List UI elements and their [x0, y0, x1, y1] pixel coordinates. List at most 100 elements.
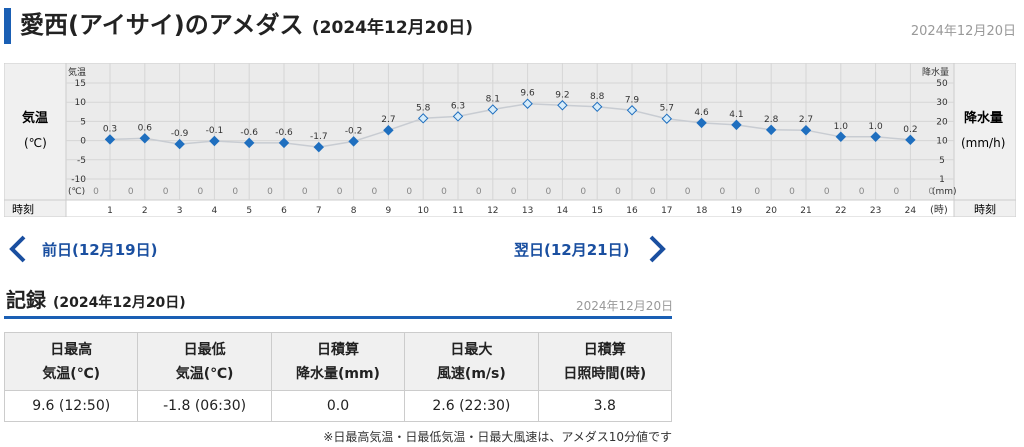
value-sunshine: 3.8	[537, 390, 673, 422]
precip-label: 0	[824, 187, 830, 197]
left-y-tick: 5	[80, 117, 86, 127]
temperature-data-label: 2.7	[799, 115, 813, 125]
chevron-left-icon	[9, 235, 26, 263]
record-table: 日最高 気温(℃) 日最低 気温(℃) 日積算 降水量(mm) 日最大 風速(m/s) …	[3, 332, 673, 422]
temperature-point	[870, 131, 881, 143]
precip-label: 0	[685, 187, 691, 197]
temperature-point	[348, 136, 359, 147]
x-tick-label: 19	[731, 206, 743, 216]
temperature-data-label: 5.7	[660, 104, 674, 114]
next-day-link[interactable]: 翌日(12月21日)	[514, 234, 669, 264]
precip-label: 0	[93, 187, 99, 197]
value-precip: 0.0	[270, 390, 406, 422]
prev-day-label: 前日(12月19日)	[42, 240, 158, 259]
temperature-data-label: 9.2	[555, 90, 569, 100]
record-title-text: 記録	[6, 288, 46, 312]
x-tick-label: 6	[281, 206, 287, 216]
precip-label: 0	[928, 187, 934, 197]
temperature-data-label: 2.8	[764, 115, 779, 125]
x-axis-row	[65, 199, 955, 218]
page-title: 愛西(アイサイ)のアメダス (2024年12月20日)	[20, 8, 473, 45]
chevron-right-icon	[650, 235, 667, 263]
temperature-data-label: 0.2	[903, 125, 917, 135]
temperature-point	[731, 119, 742, 131]
record-title-date: (2024年12月20日)	[52, 295, 186, 311]
page-date: 2024年12月20日	[910, 24, 1016, 39]
x-tick-label: 14	[557, 206, 569, 216]
precip-label: 0	[232, 187, 238, 197]
next-day-label: 翌日(12月21日)	[514, 240, 630, 259]
temperature-point	[835, 131, 847, 143]
precip-label: 0	[476, 187, 482, 197]
temperature-data-label: -0.2	[345, 126, 363, 136]
temperature-data-label: 9.6	[520, 89, 535, 99]
x-tick-label: 17	[661, 206, 672, 216]
temperature-series: 0.3 0.6 -0.9 -0.1 -0.6 -0.6 -1.7 -0.2 2.7 5.8 6.3 8…	[103, 89, 918, 153]
x-tick-label: 3	[177, 206, 183, 216]
right-y-ticks: 50 30 20 10 5 1	[936, 79, 948, 185]
temperature-data-label: 4.1	[729, 110, 743, 120]
x-tick-label: 13	[522, 206, 533, 216]
right-y-tick: 50	[936, 79, 948, 89]
temperature-point	[452, 111, 464, 122]
x-tick-label: 10	[417, 206, 429, 216]
temperature-point	[243, 137, 255, 149]
temperature-data-label: -0.6	[275, 128, 293, 138]
temperature-data-label: 1.0	[868, 122, 883, 132]
right-y-tick: 10	[936, 137, 948, 147]
precip-label: 0	[511, 187, 517, 197]
header-min-temp: 日最低 気温(℃)	[137, 332, 272, 391]
x-tick-label: 15	[591, 206, 602, 216]
temperature-point	[139, 133, 151, 144]
precip-label: 0	[163, 187, 169, 197]
record-title: 記録 (2024年12月20日)	[6, 284, 186, 313]
right-y-tick: 30	[936, 98, 948, 108]
x-tick-label: 24	[905, 206, 917, 216]
record-header-row: 日最高 気温(℃) 日最低 気温(℃) 日積算 降水量(mm) 日最大 風速(m/s) …	[3, 332, 673, 391]
temperature-point	[417, 113, 429, 124]
x-tick-label: 11	[452, 206, 463, 216]
x-tick-label: 1	[107, 206, 113, 216]
x-tick-label: 21	[800, 206, 811, 216]
right-axis-title-line1: 降水量	[964, 110, 1003, 126]
temperature-point	[696, 117, 707, 129]
temperature-point	[278, 137, 290, 149]
x-tick-label: 8	[351, 206, 357, 216]
temperature-data-label: 8.8	[590, 92, 605, 102]
temperature-data-label: -0.1	[206, 126, 224, 136]
precip-label: 0	[650, 187, 656, 197]
precip-label: 0	[337, 187, 343, 197]
record-date: 2024年12月20日	[576, 299, 674, 313]
temperature-point	[522, 98, 533, 109]
temperature-data-label: 0.3	[103, 124, 117, 134]
precip-label: 0	[894, 187, 900, 197]
right-axis-panel	[953, 62, 1017, 201]
x-tick-label: 23	[870, 206, 881, 216]
precip-label: 0	[406, 187, 412, 197]
header-precip: 日積算 降水量(mm)	[270, 332, 406, 391]
temperature-data-label: -1.7	[310, 132, 328, 142]
right-axis-unit: (mm)	[932, 187, 957, 197]
x-tick-label: 12	[487, 206, 498, 216]
temperature-point	[661, 113, 673, 124]
left-axis-title-line2: (℃)	[24, 136, 47, 150]
left-axis-panel	[3, 62, 67, 201]
right-axis-top-label: 降水量	[922, 66, 949, 78]
page-title-text: 愛西(アイサイ)のアメダス	[20, 11, 304, 39]
temperature-point	[383, 124, 394, 136]
left-y-tick: 10	[75, 98, 87, 108]
x-tick-label: 20	[765, 206, 777, 216]
x-label-left: 時刻	[12, 202, 34, 216]
left-axis-title-line1: 気温	[22, 110, 48, 126]
precip-label: 0	[128, 187, 134, 197]
temperature-point	[905, 134, 916, 146]
left-y-ticks: 15 10 5 0 -5 -10	[71, 79, 86, 185]
x-tick-label: 4	[212, 206, 218, 216]
temperature-point	[557, 100, 568, 111]
page-title-date: (2024年12月20日)	[311, 18, 474, 38]
temperature-point	[591, 101, 603, 113]
header-max-temp: 日最高 気温(℃)	[3, 332, 139, 391]
prev-day-link[interactable]: 前日(12月19日)	[6, 234, 157, 264]
record-divider	[4, 316, 672, 319]
header-max-wind: 日最大 風速(m/s)	[404, 332, 539, 391]
